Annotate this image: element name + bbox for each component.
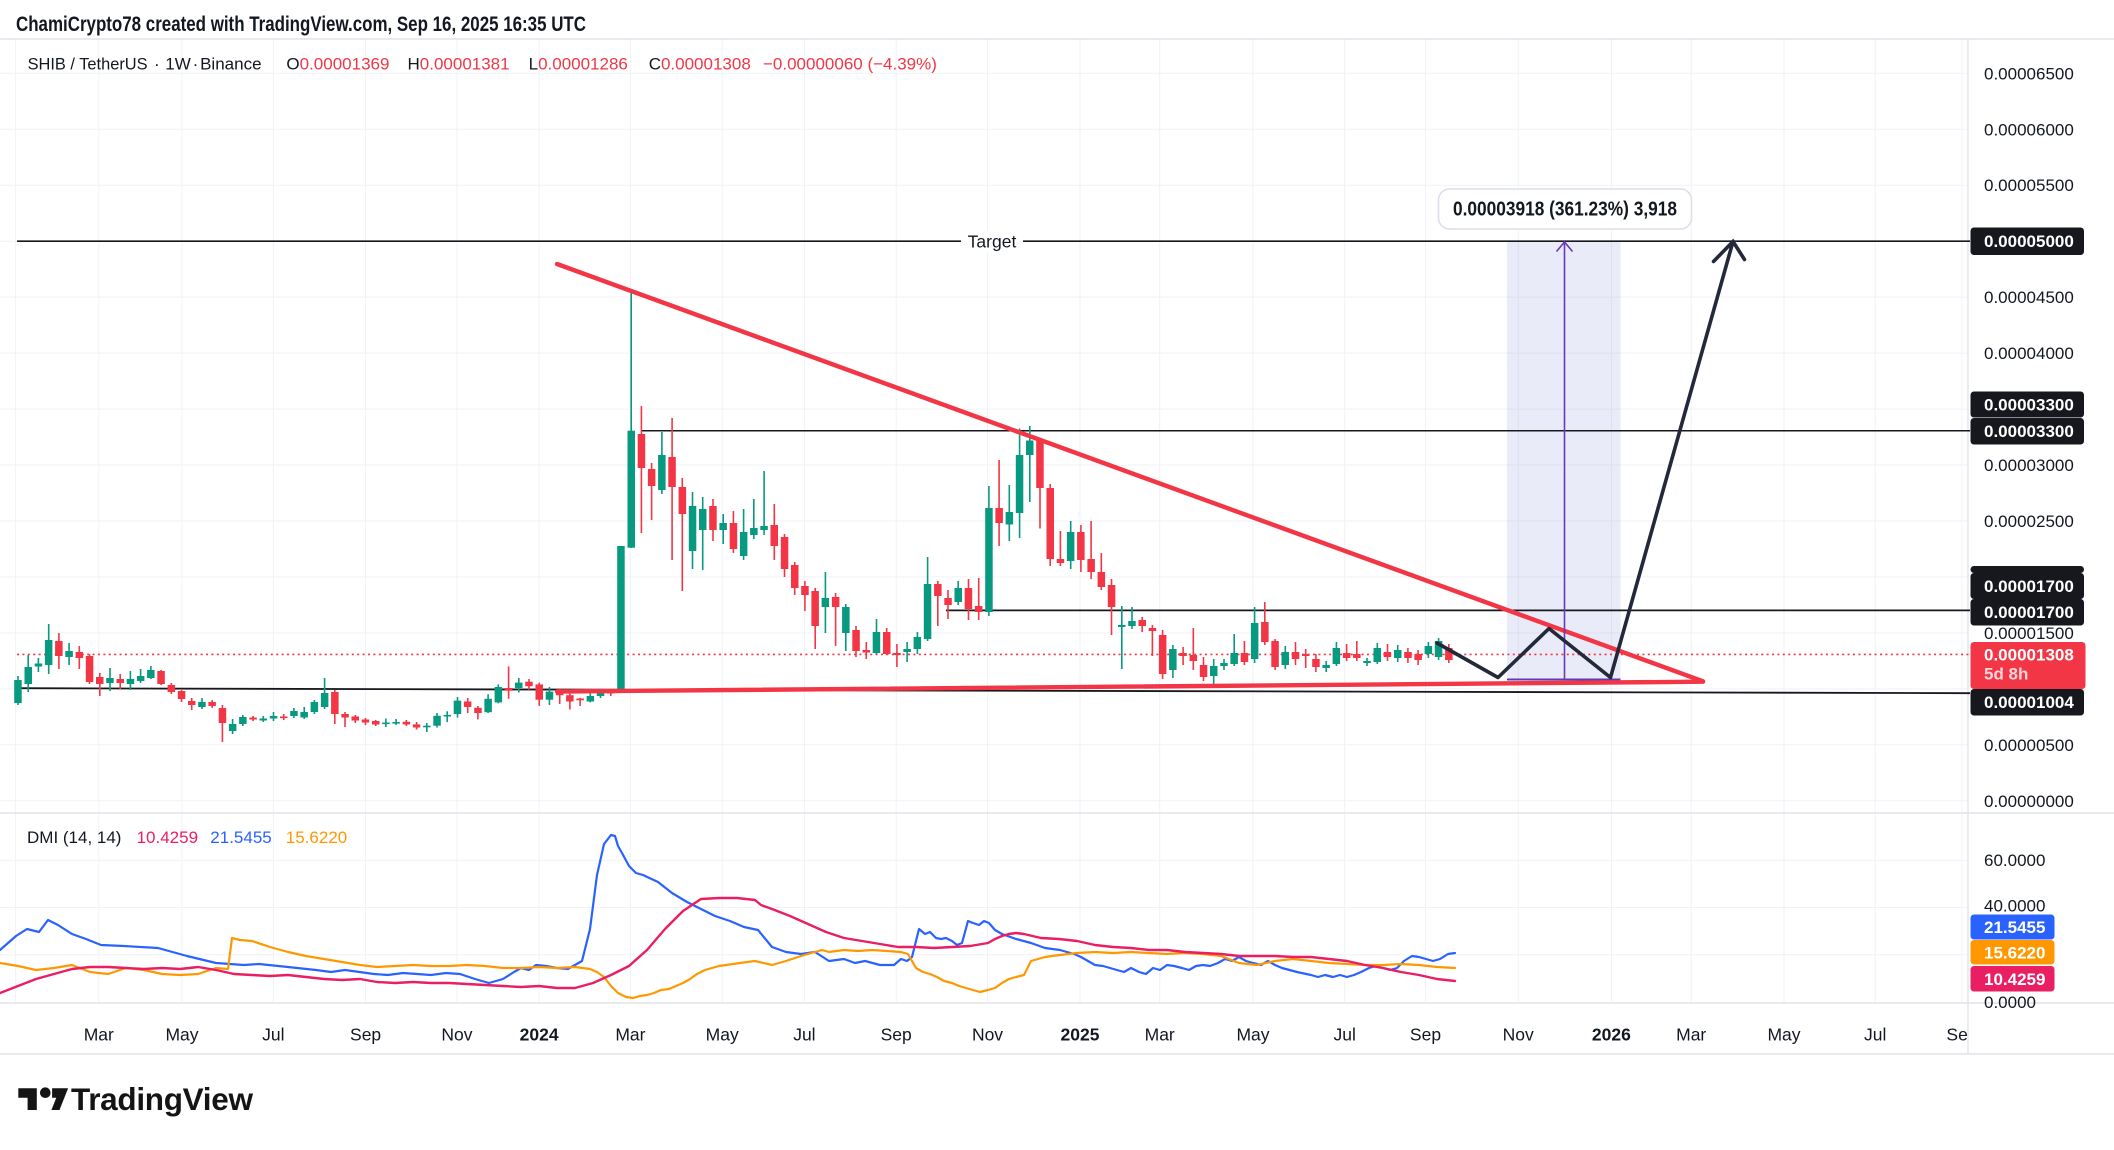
svg-text:2026: 2026 (1592, 1025, 1631, 1045)
svg-text:60.0000: 60.0000 (1984, 851, 2045, 870)
svg-text:40.0000: 40.0000 (1984, 897, 2045, 916)
svg-text:0.00006000: 0.00006000 (1984, 120, 2074, 139)
svg-text:Target: Target (968, 232, 1017, 252)
svg-text:May: May (706, 1025, 739, 1045)
svg-text:0.00000500: 0.00000500 (1984, 736, 2074, 755)
svg-text:Sep: Sep (1410, 1025, 1441, 1045)
svg-text:2024: 2024 (520, 1025, 559, 1045)
svg-text:Nov: Nov (441, 1025, 472, 1045)
svg-text:May: May (1236, 1025, 1269, 1045)
svg-text:15.6220: 15.6220 (1984, 943, 2045, 962)
svg-text:2025: 2025 (1061, 1025, 1100, 1045)
svg-text:Sep: Sep (1946, 1025, 1977, 1045)
svg-text:Nov: Nov (1503, 1025, 1534, 1045)
svg-text:ChamiCrypto78 created with Tra: ChamiCrypto78 created with TradingView.c… (16, 13, 586, 36)
svg-text:Mar: Mar (615, 1025, 645, 1045)
svg-text:0.00005000: 0.00005000 (1984, 232, 2074, 251)
svg-text:Sep: Sep (881, 1025, 912, 1045)
svg-text:Jul: Jul (793, 1025, 815, 1045)
svg-text:0.0000: 0.0000 (1984, 993, 2036, 1012)
svg-text:0.00001004: 0.00001004 (1984, 693, 2074, 712)
svg-text:Jul: Jul (1334, 1025, 1356, 1045)
svg-text:0.00001700: 0.00001700 (1984, 603, 2074, 622)
svg-text:0.00001308: 0.00001308 (1984, 646, 2074, 665)
svg-text:0.00004500: 0.00004500 (1984, 288, 2074, 307)
svg-text:0.00003918 (361.23%) 3,918: 0.00003918 (361.23%) 3,918 (1453, 198, 1677, 221)
svg-text:0.00003300: 0.00003300 (1984, 396, 2074, 415)
svg-text:0.00000000: 0.00000000 (1984, 792, 2074, 811)
svg-text:Nov: Nov (972, 1025, 1003, 1045)
svg-text:0.00002500: 0.00002500 (1984, 512, 2074, 531)
svg-text:5d 8h: 5d 8h (1984, 665, 2028, 684)
svg-text:0.00003300: 0.00003300 (1984, 422, 2074, 441)
svg-text:0.00001700: 0.00001700 (1984, 577, 2074, 596)
svg-text:Mar: Mar (84, 1025, 114, 1045)
svg-text:Mar: Mar (1676, 1025, 1706, 1045)
svg-text:TradingView: TradingView (71, 1081, 253, 1117)
svg-text:Mar: Mar (1145, 1025, 1175, 1045)
svg-text:Jul: Jul (1864, 1025, 1886, 1045)
svg-text:0.00005500: 0.00005500 (1984, 176, 2074, 195)
svg-text:May: May (165, 1025, 198, 1045)
svg-text:10.4259: 10.4259 (1984, 970, 2045, 989)
svg-text:0.00003000: 0.00003000 (1984, 456, 2074, 475)
svg-text:0.00006500: 0.00006500 (1984, 64, 2074, 83)
svg-text:Jul: Jul (262, 1025, 284, 1045)
svg-text:0.00004000: 0.00004000 (1984, 344, 2074, 363)
svg-text:0.00001500: 0.00001500 (1984, 624, 2074, 643)
svg-text:21.5455: 21.5455 (1984, 918, 2045, 937)
svg-text:May: May (1767, 1025, 1800, 1045)
svg-text:Sep: Sep (350, 1025, 381, 1045)
